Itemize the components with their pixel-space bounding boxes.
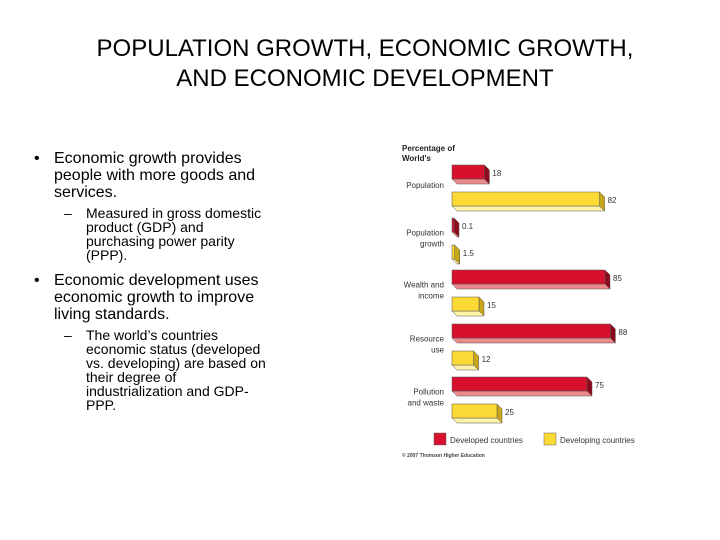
bar [451, 350, 474, 366]
bar-value-label: 82 [608, 196, 617, 205]
bar-bottom-face [451, 205, 606, 212]
bar-value-label: 12 [482, 355, 491, 364]
category-label: Resource [410, 335, 445, 344]
sub-bullet-text: The world’s countries economic status (d… [86, 327, 266, 413]
bar-value-label: 0.1 [462, 222, 474, 231]
bar [451, 323, 611, 339]
bar-value-label: 75 [595, 381, 604, 390]
legend-swatch [433, 432, 447, 446]
bar-bottom-face [451, 417, 503, 424]
bullet-item: • Economic development uses economic gro… [32, 272, 272, 412]
bar-value-label: 88 [618, 328, 627, 337]
bar-value-label: 18 [492, 169, 501, 178]
sub-bullet-text: Measured in gross domestic product (GDP)… [86, 205, 262, 263]
bar-value-label: 25 [505, 408, 514, 417]
bar [451, 244, 455, 260]
bar [451, 403, 498, 419]
bullet-text: Economic development uses economic growt… [54, 272, 259, 323]
bullet-dot: • [34, 150, 40, 167]
sub-bullet-item: – The world’s countries economic status … [54, 328, 272, 412]
sub-bullet-dash: – [64, 327, 72, 343]
bar [451, 217, 455, 233]
bar [451, 191, 600, 207]
category-label: growth [420, 240, 444, 249]
bullet-text: Economic growth provides people with mor… [54, 150, 256, 201]
chart-title-line: Percentage of [402, 144, 455, 153]
bar-bottom-face [451, 178, 491, 185]
bullet-dot: • [34, 272, 40, 289]
bar [451, 164, 485, 180]
copyright-credit: © 2007 Thomson Higher Education [402, 452, 485, 459]
bar-value-label: 15 [487, 301, 496, 310]
bar [451, 376, 588, 392]
category-label: Population [406, 181, 444, 190]
category-label: Pollution [413, 388, 444, 397]
bar-bottom-face [451, 337, 617, 344]
bar [451, 296, 480, 312]
bar-bottom-face [451, 390, 593, 397]
category-label: income [418, 292, 444, 301]
bullet-item: • Economic growth provides people with m… [32, 150, 272, 262]
slide-title: POPULATION GROWTH, ECONOMIC GROWTH, AND … [96, 35, 634, 92]
sub-bullet-list: – The world’s countries economic status … [54, 328, 272, 412]
bar-bottom-face [451, 283, 611, 290]
category-label: use [431, 346, 444, 355]
sub-bullet-item: – Measured in gross domestic product (GD… [54, 206, 272, 262]
bar-value-label: 85 [613, 274, 622, 283]
sub-bullet-dash: – [64, 205, 72, 221]
legend-label: Developing countries [560, 436, 635, 445]
category-label: Population [406, 229, 444, 238]
legend-label: Developed countries [450, 436, 523, 445]
category-label: Wealth and [404, 281, 444, 290]
chart-title-line: World's [402, 154, 431, 163]
bar [451, 269, 606, 285]
sub-bullet-list: – Measured in gross domestic product (GD… [54, 206, 272, 262]
category-label: and waste [408, 399, 445, 408]
bar-bottom-face [451, 310, 485, 317]
bar-value-label: 1.5 [463, 249, 475, 258]
legend-swatch [543, 432, 557, 446]
bullet-list: • Economic growth provides people with m… [32, 150, 272, 422]
